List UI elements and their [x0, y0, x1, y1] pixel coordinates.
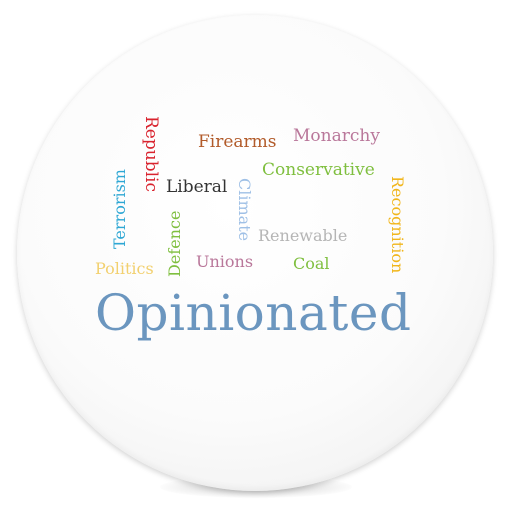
- word-renewable: Renewable: [258, 226, 348, 245]
- word-liberal: Liberal: [166, 177, 228, 197]
- word-recognition: Recognition: [388, 176, 407, 274]
- word-firearms: Firearms: [198, 132, 277, 152]
- word-politics: Politics: [95, 259, 154, 278]
- word-opinionated: Opinionated: [95, 284, 412, 342]
- word-terrorism: Terrorism: [110, 169, 129, 249]
- word-defence: Defence: [165, 210, 184, 277]
- word-monarchy: Monarchy: [293, 126, 380, 146]
- word-republic: Republic: [141, 116, 161, 192]
- word-unions: Unions: [196, 252, 254, 271]
- word-climate: Climate: [235, 178, 254, 242]
- word-conservative: Conservative: [262, 160, 375, 180]
- circular-disc: [17, 15, 493, 491]
- word-coal: Coal: [293, 254, 330, 273]
